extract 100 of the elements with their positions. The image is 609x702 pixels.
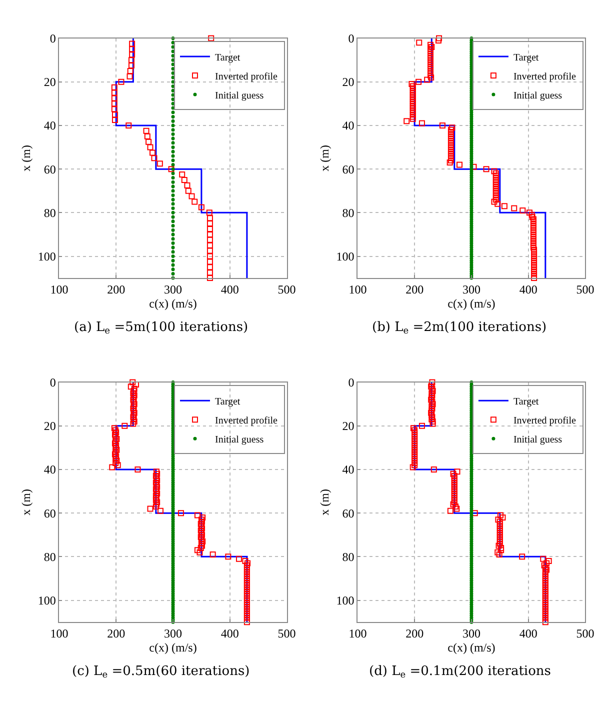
point (171, 250, 175, 254)
point (111, 106, 118, 112)
x-tick-label: 400 (220, 282, 239, 296)
y-tick-label: 40 (44, 462, 56, 477)
point (206, 253, 213, 260)
legend-label: Inverted profile (214, 71, 278, 82)
point (171, 132, 175, 136)
point (171, 272, 175, 276)
y-tick-label: 80 (342, 550, 354, 564)
legend-label: Inverted profile (513, 71, 576, 82)
point (171, 154, 175, 158)
point (171, 180, 175, 184)
y-tick-label: 60 (44, 162, 56, 176)
point (171, 184, 175, 188)
y-tick-label: 0 (348, 31, 354, 46)
x-tick-label: 200 (107, 282, 126, 296)
point (143, 128, 150, 134)
point (192, 198, 198, 205)
point (185, 188, 192, 194)
x-tick-label: 300 (164, 626, 182, 640)
point (206, 270, 213, 276)
y-axis-title: x (m) (19, 489, 34, 516)
point (181, 176, 188, 183)
point (118, 78, 124, 85)
legend-label: Inverted profile (513, 415, 576, 426)
y-axis-title: x (m) (318, 489, 332, 516)
point (171, 114, 175, 118)
point (206, 210, 212, 216)
y-tick-label: 20 (44, 75, 56, 90)
point (151, 155, 158, 162)
point (171, 162, 175, 166)
point (128, 62, 134, 69)
point (171, 124, 175, 128)
point (171, 254, 175, 258)
point (171, 150, 175, 154)
point (171, 198, 175, 202)
x-tick-label: 400 (220, 626, 239, 640)
x-tick-label: 500 (278, 282, 296, 296)
point (171, 206, 175, 210)
y-tick-label: 60 (44, 506, 56, 520)
point (171, 258, 175, 262)
point (171, 172, 175, 176)
x-tick-label: 300 (462, 626, 480, 640)
legend-label: Initial guess (513, 90, 562, 102)
point (171, 136, 175, 140)
point (188, 193, 195, 200)
legend-label: Initial guess (214, 90, 264, 102)
legend-label: Target (214, 52, 240, 64)
x-tick-label: 500 (576, 282, 594, 296)
point (111, 90, 118, 96)
y-tick-label: 20 (44, 419, 56, 434)
point (206, 258, 213, 265)
point (179, 172, 186, 178)
point (129, 46, 136, 52)
point (171, 193, 175, 197)
point (171, 119, 175, 123)
point (171, 110, 175, 114)
point (111, 84, 118, 90)
point (171, 246, 175, 250)
point (129, 52, 136, 58)
point (127, 68, 134, 74)
y-tick-label: 20 (342, 75, 354, 90)
x-axis-title: c(x) (m/s) (448, 640, 496, 654)
x-tick-label: 300 (164, 282, 182, 296)
point (147, 144, 154, 150)
point (144, 133, 150, 140)
point (112, 112, 118, 118)
point (171, 146, 175, 150)
x-tick-label: 200 (406, 626, 424, 640)
point (171, 220, 175, 224)
y-tick-label: 0 (348, 376, 354, 390)
y-tick-label: 100 (38, 249, 56, 264)
x-tick-label: 500 (278, 626, 296, 640)
text: (a) L$_{e}$ =5m(100 iterations) (74, 320, 248, 337)
point (128, 57, 134, 64)
point (171, 167, 175, 171)
point (126, 73, 133, 80)
point (171, 241, 175, 245)
x-tick-label: 200 (107, 626, 126, 640)
y-tick-label: 80 (44, 550, 56, 564)
y-tick-label: 40 (44, 118, 56, 133)
point (171, 176, 175, 180)
text: (d) L$_{e}$ =0.1m(200 iterations (369, 664, 551, 681)
point (171, 189, 175, 193)
y-tick-label: 20 (342, 419, 354, 434)
y-tick-label: 80 (44, 206, 56, 220)
y-tick-label: 100 (38, 593, 56, 608)
point (171, 210, 175, 214)
y-tick-label: 60 (342, 506, 354, 520)
point (126, 122, 132, 128)
point (184, 182, 190, 188)
y-axis-title: x (m) (318, 144, 332, 172)
point (156, 160, 163, 167)
y-axis-title: x (m) (19, 144, 34, 172)
legend-label: Initial guess (214, 434, 264, 446)
y-tick-label: 0 (50, 31, 56, 46)
point (206, 220, 213, 227)
y-tick-label: 40 (342, 462, 354, 477)
y-tick-label: 0 (50, 376, 56, 390)
x-axis-title: c(x) (m/s) (149, 296, 197, 310)
